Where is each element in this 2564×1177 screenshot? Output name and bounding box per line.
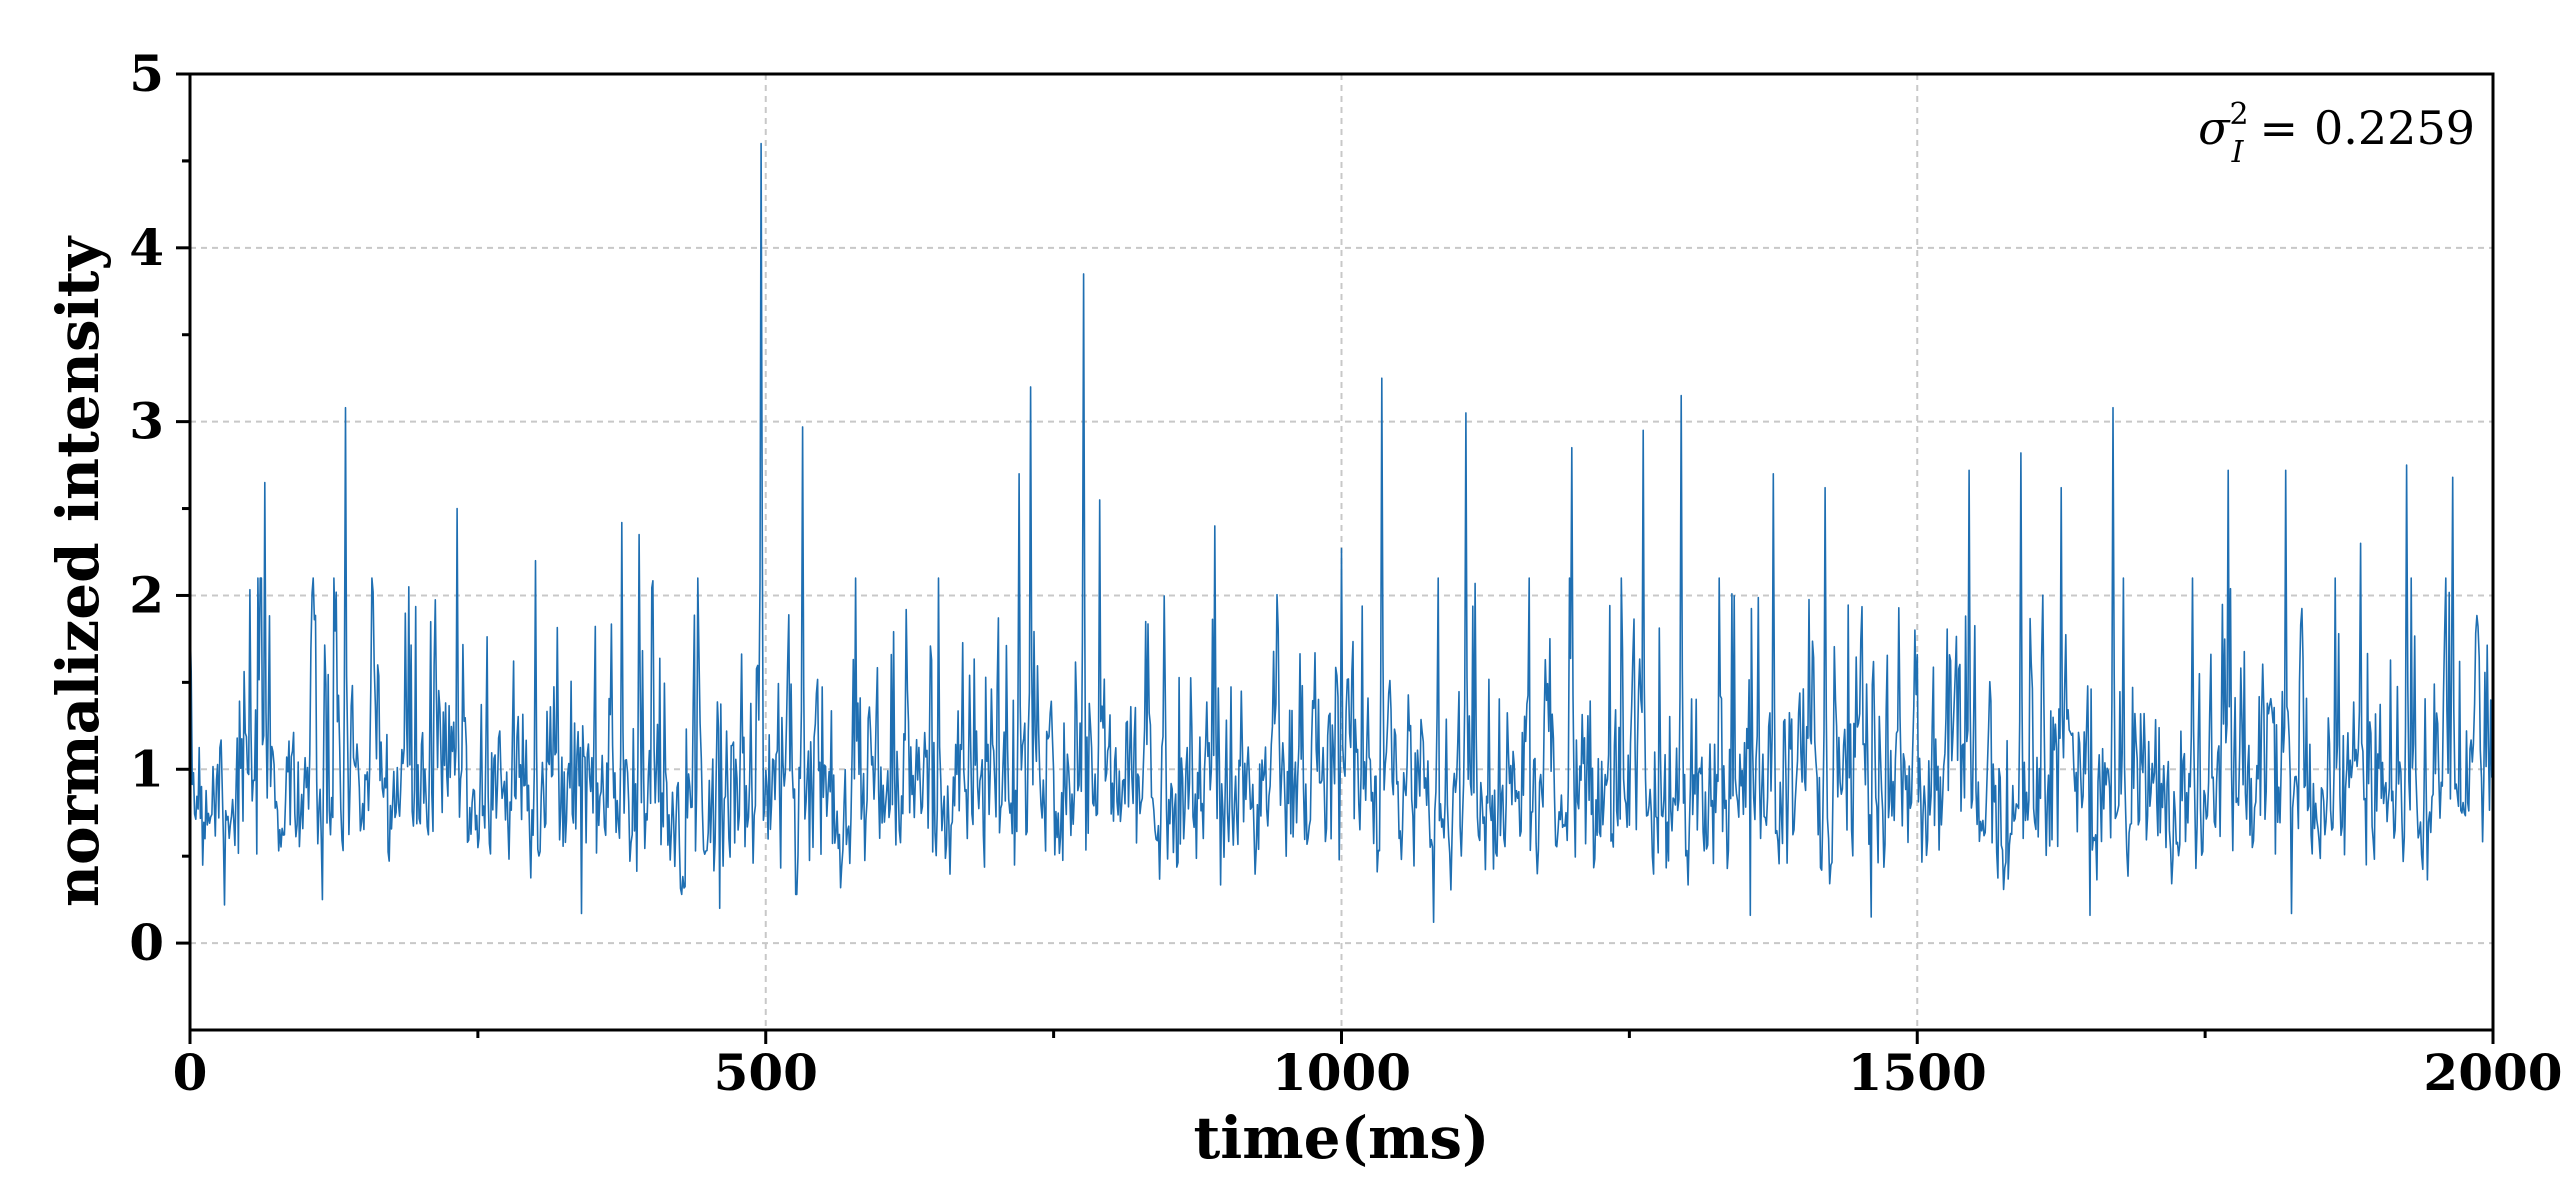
grid-lines	[190, 74, 2493, 1030]
tick-labels: 0 500 1000 1500 2000 0 1 2 3 4 5	[129, 44, 2562, 1102]
x-tick-label: 0	[173, 1043, 208, 1102]
annotation-equals: =	[2259, 101, 2298, 155]
x-axis-title: time(ms)	[1193, 1104, 1489, 1172]
intensity-line	[189, 142, 2494, 923]
annotation-superscript: 2	[2230, 97, 2249, 132]
y-tick-label: 3	[129, 392, 164, 451]
variance-annotation: σ2 I = 0.2259	[2198, 97, 2475, 170]
y-tick-label: 1	[129, 739, 164, 798]
x-tick-label: 1500	[1848, 1043, 1987, 1102]
axis-ticks	[176, 72, 2495, 1044]
intensity-series	[189, 142, 2494, 923]
x-tick-label: 1000	[1272, 1043, 1411, 1102]
x-tick-label: 500	[714, 1043, 818, 1102]
x-tick-label: 2000	[2423, 1043, 2562, 1102]
y-tick-label: 0	[129, 913, 164, 972]
y-tick-label: 4	[129, 218, 164, 277]
annotation-subscript: I	[2231, 135, 2245, 170]
y-tick-label: 5	[129, 44, 164, 103]
y-axis-title: normalized intensity	[44, 235, 112, 908]
y-tick-label: 2	[129, 565, 164, 624]
annotation-symbol: σ	[2198, 101, 2231, 155]
annotation-value: 0.2259	[2314, 101, 2475, 155]
